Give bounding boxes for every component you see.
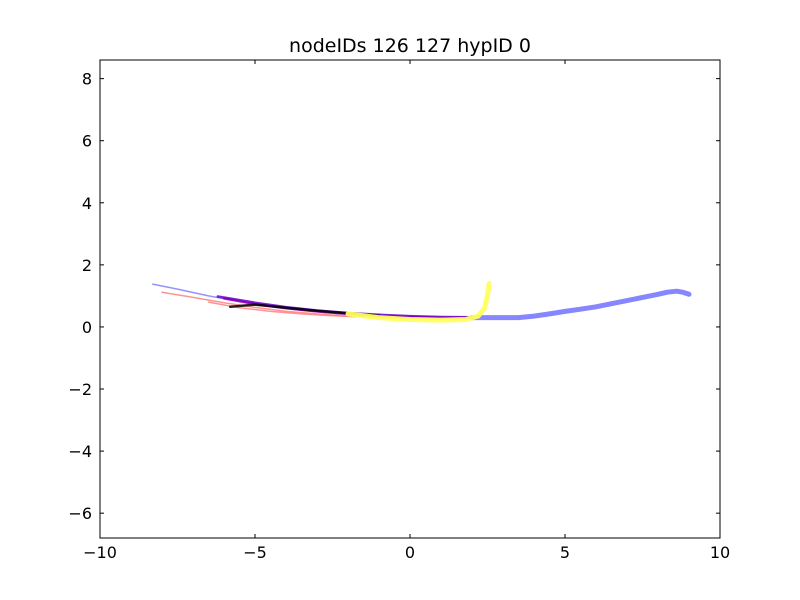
ticks-layer: −10 −5 0 5 10 −6 −4 −2 0 2 4 6 8 bbox=[68, 60, 730, 562]
x-tick-label: 5 bbox=[560, 543, 570, 562]
y-tick-label: 0 bbox=[82, 318, 92, 337]
series-line-7 bbox=[345, 281, 492, 323]
series-line-0 bbox=[469, 288, 692, 321]
y-tick-label: 8 bbox=[82, 70, 92, 89]
y-tick-label: 6 bbox=[82, 132, 92, 151]
y-tick-label: −6 bbox=[68, 504, 92, 523]
x-tick-label: −5 bbox=[243, 543, 267, 562]
x-tick-label: 10 bbox=[710, 543, 730, 562]
y-tick-label: −2 bbox=[68, 380, 92, 399]
plot-area: −10 −5 0 5 10 −6 −4 −2 0 2 4 6 8 bbox=[68, 59, 730, 562]
x-tick-label: 0 bbox=[405, 543, 415, 562]
series-layer bbox=[151, 281, 692, 323]
y-tick-label: −4 bbox=[68, 442, 92, 461]
x-tick-label: −10 bbox=[83, 543, 117, 562]
chart-title: nodeIDs 126 127 hypID 0 bbox=[289, 35, 531, 57]
y-tick-label: 4 bbox=[82, 194, 92, 213]
y-tick-label: 2 bbox=[82, 256, 92, 275]
